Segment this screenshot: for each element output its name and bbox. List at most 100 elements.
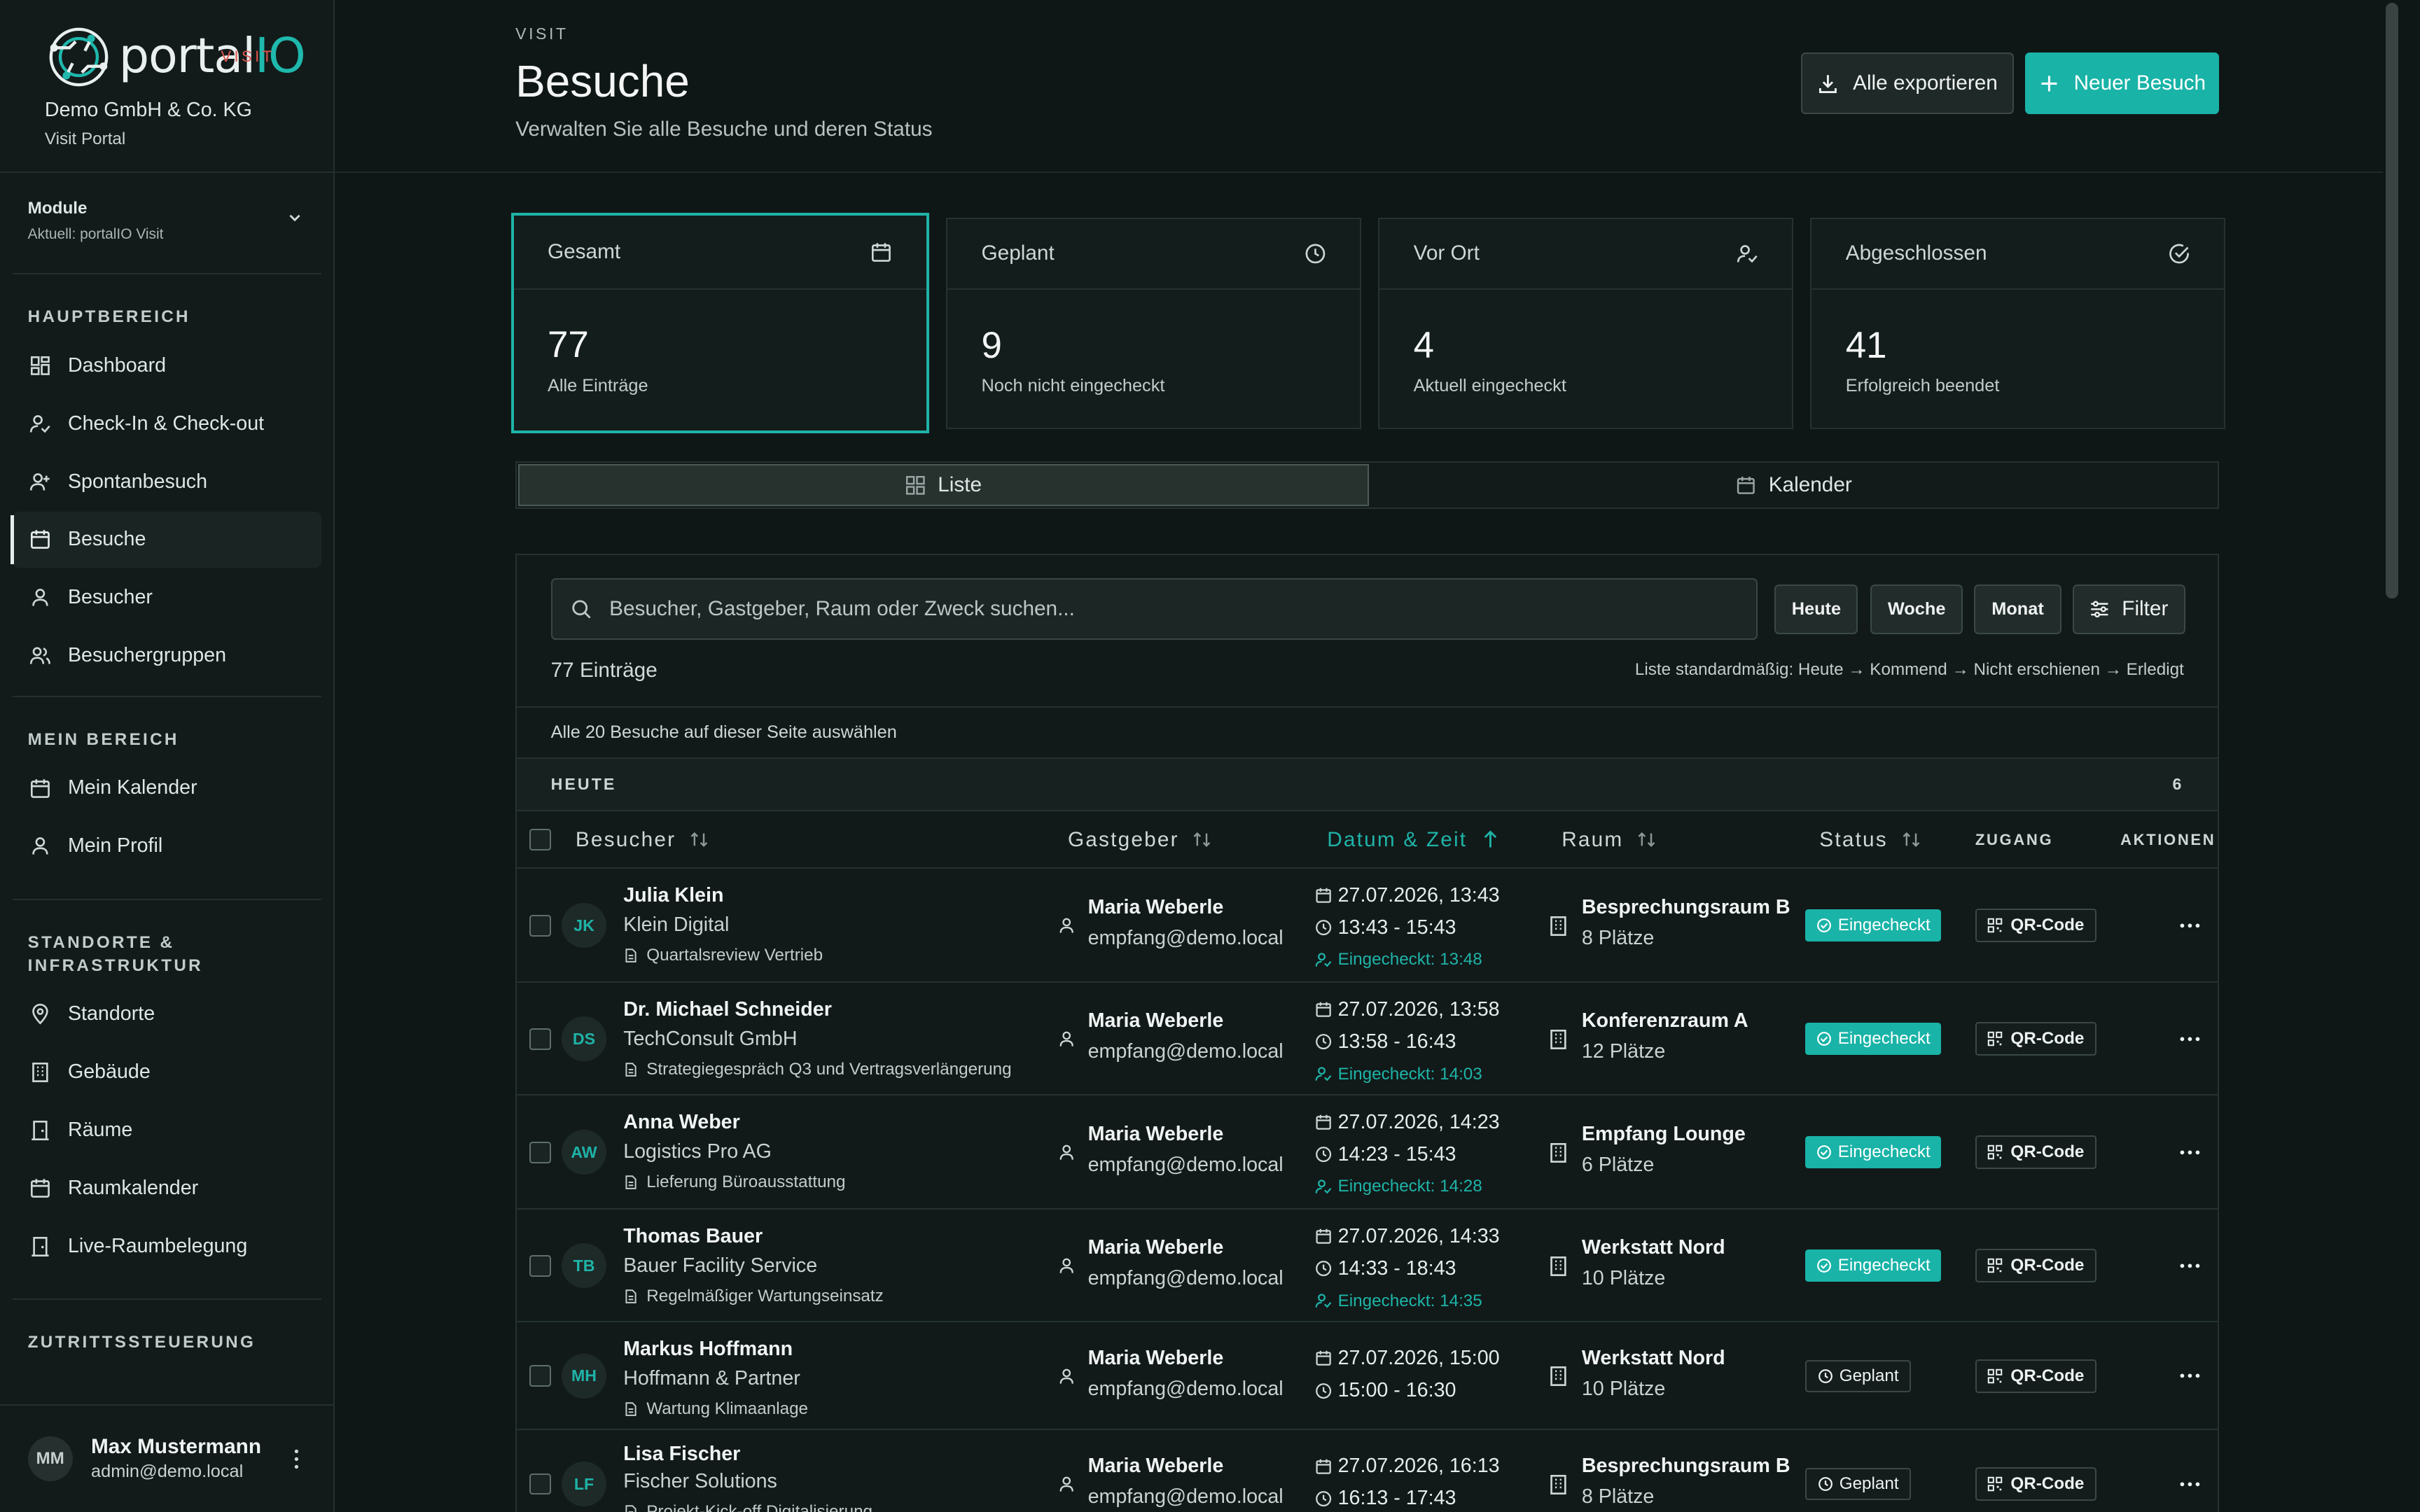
module-switcher[interactable]: Module Aktuell: portalIO Visit: [12, 173, 321, 275]
column-header-host[interactable]: Gastgeber: [1068, 811, 1213, 869]
qr-code-button[interactable]: QR-Code: [1975, 1021, 2096, 1056]
nav-item-gebaeude[interactable]: Gebäude: [13, 1044, 321, 1100]
qr-code-button[interactable]: QR-Code: [1975, 1466, 2096, 1502]
more-horizontal-icon[interactable]: [2179, 1263, 2201, 1269]
table-row[interactable]: AW Anna Weber Logistics Pro AG Lieferung…: [517, 1096, 2218, 1210]
more-horizontal-icon[interactable]: [2179, 1149, 2201, 1156]
stats-cards: Gesamt 77 Alle Einträge Geplant 9 Noch n…: [510, 213, 2226, 434]
nav-item-besuche[interactable]: Besuche: [11, 512, 321, 568]
visitor-name[interactable]: Lisa Fischer: [623, 1442, 741, 1465]
logo[interactable]: portalIO VISIT: [45, 22, 333, 92]
scrollbar-thumb[interactable]: [2386, 3, 2398, 599]
table-row[interactable]: TB Thomas Bauer Bauer Facility Service R…: [517, 1210, 2218, 1322]
user-menu[interactable]: MM Max Mustermann admin@demo.local: [0, 1404, 334, 1512]
stat-card-total[interactable]: Gesamt 77 Alle Einträge: [510, 213, 929, 434]
nav-item-standorte[interactable]: Standorte: [13, 986, 321, 1042]
tab-kalender[interactable]: Kalender: [1370, 463, 2218, 507]
calendar-icon: [1316, 1228, 1331, 1244]
row-checkbox[interactable]: [529, 1141, 551, 1163]
calendar-icon: [1316, 888, 1331, 903]
nav-item-raeume[interactable]: Räume: [13, 1102, 321, 1158]
row-checkbox[interactable]: [529, 1028, 551, 1050]
page-title: Besuche: [515, 56, 690, 107]
qr-code-button[interactable]: QR-Code: [1975, 1359, 2096, 1393]
filter-today-button[interactable]: Heute: [1774, 584, 1858, 634]
nav-item-spontanbesuch[interactable]: Spontanbesuch: [13, 454, 321, 509]
export-all-button[interactable]: Alle exportieren: [1801, 52, 2015, 115]
nav-item-besuchergruppen[interactable]: Besuchergruppen: [13, 628, 321, 683]
room-seats: 8 Plätze: [1581, 1485, 1655, 1508]
table-row[interactable]: LF Lisa Fischer Fischer Solutions Projek…: [517, 1430, 2218, 1512]
brand: portalIO VISIT Demo GmbH & Co. KG Visit …: [0, 0, 334, 173]
user-icon: [1059, 1031, 1073, 1046]
checkin-time: Eingecheckt: 14:28: [1315, 1177, 1482, 1196]
status-text: Geplant: [1839, 1366, 1899, 1385]
select-all-checkbox[interactable]: [529, 829, 551, 851]
visit-purpose: Strategiegespräch Q3 und Vertragsverläng…: [623, 1060, 1012, 1079]
access-text: QR-Code: [2010, 916, 2085, 935]
nav-item-mein-profil[interactable]: Mein Profil: [13, 818, 321, 874]
visitor-name[interactable]: Markus Hoffmann: [623, 1337, 793, 1360]
more-horizontal-icon[interactable]: [2179, 1373, 2201, 1379]
qr-code-button[interactable]: QR-Code: [1975, 1135, 2096, 1170]
row-checkbox[interactable]: [529, 914, 551, 937]
page-scrollbar[interactable]: [2382, 0, 2402, 1512]
qr-code-button[interactable]: QR-Code: [1975, 1248, 2096, 1283]
users-icon: [29, 647, 50, 664]
row-checkbox[interactable]: [529, 1473, 551, 1495]
filter-month-button[interactable]: Monat: [1973, 584, 2062, 634]
qr-code-button[interactable]: QR-Code: [1975, 908, 2096, 943]
column-header-status[interactable]: Status: [1819, 811, 1921, 869]
column-header-visitor[interactable]: Besucher: [576, 811, 710, 869]
search-input[interactable]: [609, 597, 1690, 622]
visitor-avatar: TB: [562, 1243, 606, 1289]
row-checkbox[interactable]: [529, 1365, 551, 1387]
room-seats: 10 Plätze: [1581, 1377, 1666, 1400]
room-seats: 8 Plätze: [1581, 927, 1655, 950]
new-visit-button[interactable]: Neuer Besuch: [2024, 52, 2220, 115]
table-row[interactable]: DS Dr. Michael Schneider TechConsult Gmb…: [517, 983, 2218, 1096]
stat-card-completed[interactable]: Abgeschlossen 41 Erfolgreich beendet: [1810, 217, 2226, 429]
visitor-name[interactable]: Julia Klein: [623, 883, 724, 906]
nav-item-mein-kalender[interactable]: Mein Kalender: [13, 760, 321, 816]
more-horizontal-icon[interactable]: [2179, 1036, 2201, 1042]
visitor-name[interactable]: Dr. Michael Schneider: [623, 997, 832, 1021]
nav-item-checkin[interactable]: Check-In & Check-out: [13, 396, 321, 451]
visit-purpose: Lieferung Büroausstattung: [623, 1172, 846, 1192]
column-header-datetime[interactable]: Datum & Zeit: [1327, 811, 1501, 869]
row-checkbox[interactable]: [529, 1254, 551, 1277]
visit-date: 27.07.2026, 15:00: [1315, 1347, 1500, 1370]
host-email: empfang@demo.local: [1087, 1377, 1284, 1400]
module-current: Aktuell: portalIO Visit: [27, 226, 164, 243]
access-text: QR-Code: [2010, 1474, 2085, 1494]
nav-label: Besuche: [67, 528, 146, 551]
column-label: Raum: [1562, 827, 1624, 851]
nav-item-raumkalender[interactable]: Raumkalender: [13, 1161, 321, 1216]
visit-time-text: 13:43 - 15:43: [1337, 916, 1456, 939]
tab-label: Kalender: [1768, 473, 1852, 497]
search-box[interactable]: [550, 578, 1758, 640]
visitor-name[interactable]: Thomas Bauer: [623, 1224, 763, 1247]
stat-card-planned[interactable]: Geplant 9 Noch nicht eingecheckt: [946, 217, 1361, 429]
nav-label: Live-Raumbelegung: [67, 1234, 248, 1257]
filter-week-button[interactable]: Woche: [1870, 584, 1963, 634]
more-vertical-icon[interactable]: [293, 1448, 300, 1470]
clock-icon: [1315, 1147, 1331, 1163]
stat-card-onsite[interactable]: Vor Ort 4 Aktuell eingecheckt: [1378, 217, 1794, 429]
table-row[interactable]: MH Markus Hoffmann Hoffmann & Partner Wa…: [517, 1322, 2218, 1430]
table-row[interactable]: JK Julia Klein Klein Digital Quartalsrev…: [517, 869, 2218, 983]
more-horizontal-icon[interactable]: [2179, 923, 2201, 929]
grid-icon: [905, 475, 925, 495]
visitor-avatar: MH: [562, 1353, 606, 1399]
visitor-name[interactable]: Anna Weber: [623, 1110, 740, 1133]
nav-item-besucher[interactable]: Besucher: [13, 570, 321, 625]
nav-infra-heading: STANDORTE & INFRASTRUKTUR: [27, 932, 203, 975]
column-header-room[interactable]: Raum: [1562, 811, 1657, 869]
nav-label: Räume: [67, 1119, 133, 1142]
more-horizontal-icon[interactable]: [2179, 1481, 2201, 1488]
nav-item-dashboard[interactable]: Dashboard: [13, 338, 321, 393]
tab-liste[interactable]: Liste: [518, 464, 1369, 507]
select-all-link[interactable]: Alle 20 Besuche auf dieser Seite auswähl…: [517, 706, 2218, 760]
nav-item-live-raumbelegung[interactable]: Live-Raumbelegung: [13, 1219, 321, 1274]
filter-button[interactable]: Filter: [2072, 584, 2185, 634]
